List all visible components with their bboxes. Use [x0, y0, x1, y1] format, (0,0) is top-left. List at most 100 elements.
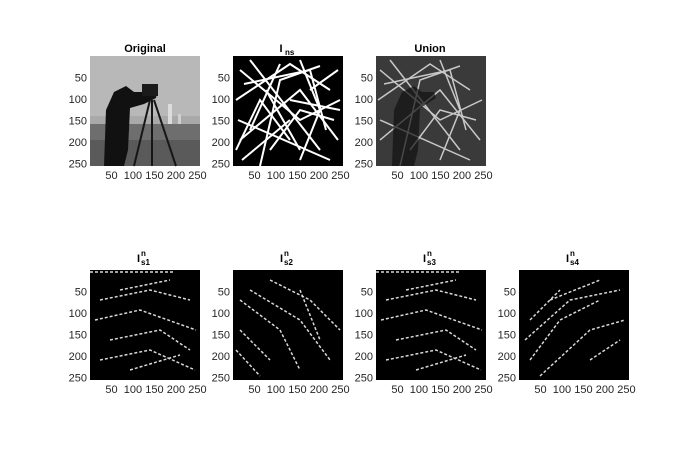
- panel-title: Union: [414, 43, 445, 55]
- x-tick-label: 200: [167, 170, 185, 182]
- x-tick-label: 50: [248, 384, 260, 396]
- panel-sup: n: [427, 249, 432, 258]
- panel-sub: s2: [284, 258, 293, 267]
- panel-sup: n: [284, 249, 289, 258]
- panel-main: I: [137, 253, 140, 265]
- y-tick-label: 100: [212, 308, 230, 320]
- y-tick-label: 200: [212, 351, 230, 363]
- x-tick-label: 200: [310, 170, 328, 182]
- y-tick-label: 50: [218, 286, 230, 298]
- x-tick-label: 150: [574, 384, 592, 396]
- x-tick-label: 200: [453, 384, 471, 396]
- y-tick-label: 200: [355, 137, 373, 149]
- panel-main: I: [279, 43, 282, 55]
- y-tick-label: 100: [498, 308, 516, 320]
- x-tick-label: 150: [145, 170, 163, 182]
- image-original: [90, 56, 200, 167]
- panel-main: I: [280, 253, 283, 265]
- y-tick-label: 50: [75, 286, 87, 298]
- y-tick-label: 100: [69, 94, 87, 106]
- x-tick-label: 100: [124, 170, 142, 182]
- y-tick-label: 50: [75, 72, 87, 84]
- y-tick-label: 50: [218, 72, 230, 84]
- y-tick-label: 100: [69, 308, 87, 320]
- y-tick-label: 200: [498, 351, 516, 363]
- x-tick-label: 250: [188, 384, 206, 396]
- y-tick-label: 150: [355, 329, 373, 341]
- x-tick-label: 250: [331, 170, 349, 182]
- image-is2: [233, 270, 343, 380]
- panel-sub: s3: [427, 258, 436, 267]
- panel-sup: n: [570, 249, 575, 258]
- panel-title: Original: [124, 43, 166, 55]
- y-tick-label: 50: [361, 72, 373, 84]
- y-tick-label: 200: [355, 351, 373, 363]
- x-tick-label: 50: [248, 170, 260, 182]
- panel-is1: I n s1: [90, 249, 200, 380]
- x-tick-label: 150: [145, 384, 163, 396]
- x-tick-label: 50: [105, 170, 117, 182]
- panel-is4: I n s4: [519, 249, 629, 380]
- y-tick-label: 250: [212, 158, 230, 170]
- y-tick-label: 250: [498, 372, 516, 384]
- y-tick-label: 250: [69, 158, 87, 170]
- x-tick-label: 100: [267, 170, 285, 182]
- x-tick-label: 250: [331, 384, 349, 396]
- panel-ins: I ns: [233, 43, 343, 167]
- x-tick-label: 250: [474, 170, 492, 182]
- x-tick-label: 250: [617, 384, 635, 396]
- y-tick-label: 150: [212, 115, 230, 127]
- panel-main: I: [566, 253, 569, 265]
- y-tick-label: 150: [69, 329, 87, 341]
- x-tick-label: 50: [534, 384, 546, 396]
- x-tick-label: 100: [553, 384, 571, 396]
- image-is3: [376, 270, 486, 380]
- panel-original: Original: [90, 43, 200, 167]
- x-tick-label: 100: [410, 384, 428, 396]
- x-tick-label: 200: [167, 384, 185, 396]
- y-tick-label: 50: [504, 286, 516, 298]
- x-tick-label: 150: [431, 170, 449, 182]
- y-tick-label: 200: [69, 351, 87, 363]
- panel-sub: s1: [141, 258, 150, 267]
- y-tick-label: 150: [355, 115, 373, 127]
- y-tick-label: 250: [212, 372, 230, 384]
- image-union: [376, 56, 486, 167]
- x-tick-label: 200: [596, 384, 614, 396]
- y-tick-label: 150: [69, 115, 87, 127]
- panel-is3: I n s3: [376, 249, 486, 380]
- y-tick-label: 150: [498, 329, 516, 341]
- y-tick-label: 150: [212, 329, 230, 341]
- y-tick-label: 200: [69, 137, 87, 149]
- x-tick-label: 250: [188, 170, 206, 182]
- x-tick-label: 50: [391, 170, 403, 182]
- x-tick-label: 100: [124, 384, 142, 396]
- panel-is2: I n s2: [233, 249, 343, 380]
- image-is4: [519, 270, 629, 380]
- x-tick-label: 50: [391, 384, 403, 396]
- y-tick-label: 100: [355, 94, 373, 106]
- x-tick-label: 200: [310, 384, 328, 396]
- y-tick-label: 250: [355, 158, 373, 170]
- x-tick-label: 100: [410, 170, 428, 182]
- y-tick-label: 100: [355, 308, 373, 320]
- image-ins: [233, 56, 343, 167]
- y-tick-label: 100: [212, 94, 230, 106]
- panel-sup: n: [141, 249, 146, 258]
- x-tick-label: 150: [288, 170, 306, 182]
- y-tick-label: 250: [355, 372, 373, 384]
- image-is1: [90, 270, 200, 380]
- x-tick-label: 150: [431, 384, 449, 396]
- panel-union: Union: [376, 43, 486, 167]
- x-tick-label: 100: [267, 384, 285, 396]
- y-tick-label: 200: [212, 137, 230, 149]
- x-tick-label: 50: [105, 384, 117, 396]
- panel-sub: ns: [285, 48, 295, 57]
- panel-sub: s4: [570, 258, 579, 267]
- x-tick-label: 150: [288, 384, 306, 396]
- panel-main: I: [423, 253, 426, 265]
- x-tick-label: 250: [474, 384, 492, 396]
- y-tick-label: 250: [69, 372, 87, 384]
